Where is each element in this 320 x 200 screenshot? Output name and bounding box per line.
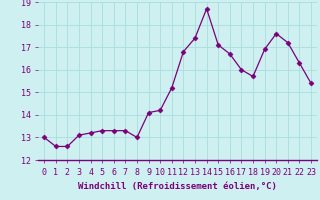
X-axis label: Windchill (Refroidissement éolien,°C): Windchill (Refroidissement éolien,°C) (78, 182, 277, 191)
